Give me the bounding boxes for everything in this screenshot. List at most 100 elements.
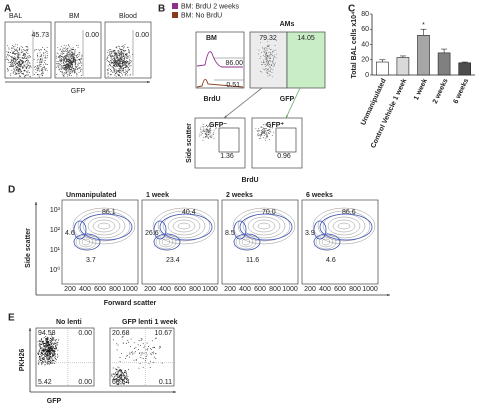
dot: [271, 127, 273, 129]
dot: [38, 48, 40, 50]
dot: [117, 371, 119, 373]
dot: [122, 64, 124, 66]
dot: [270, 68, 272, 70]
dot: [38, 69, 40, 71]
dot: [58, 66, 59, 68]
dot: [41, 338, 43, 340]
dot: [45, 352, 47, 354]
dot: [39, 59, 41, 61]
x-tick-label: 200: [64, 286, 76, 293]
y-tick-label: 20: [361, 57, 369, 64]
dot: [126, 55, 128, 57]
dot: [68, 57, 70, 59]
dot: [49, 342, 51, 344]
dot: [78, 52, 80, 54]
quadrant-value: 0.11: [159, 379, 172, 386]
dot: [63, 60, 65, 62]
dot: [21, 64, 23, 65]
dot: [120, 352, 122, 354]
dot: [125, 355, 127, 357]
x-tick-label: 1000: [362, 286, 378, 293]
contour: [87, 216, 121, 236]
dot: [265, 47, 267, 49]
dot: [47, 354, 49, 356]
dot: [71, 69, 72, 71]
dot: [43, 337, 45, 338]
dot: [202, 133, 203, 134]
dot: [38, 76, 40, 78]
dot: [18, 53, 20, 55]
dot: [44, 61, 45, 63]
quadrant-value: 5.42: [38, 379, 52, 386]
dot: [49, 353, 51, 355]
gate: [153, 220, 167, 240]
dot: [265, 68, 267, 70]
dot: [124, 59, 126, 60]
dot: [262, 59, 264, 61]
dot: [74, 71, 76, 73]
dot: [64, 64, 66, 66]
dot: [267, 45, 269, 47]
dot: [126, 71, 128, 73]
dot: [266, 135, 268, 137]
dot: [126, 374, 128, 376]
dot: [117, 73, 118, 75]
dot: [263, 129, 265, 131]
dot: [131, 53, 133, 55]
dot: [26, 55, 28, 57]
dot: [44, 347, 46, 349]
contour: [321, 238, 331, 246]
dot: [124, 378, 126, 380]
dot: [25, 59, 27, 61]
dot: [20, 65, 22, 67]
dot: [54, 342, 56, 344]
gate: [73, 220, 87, 240]
dot: [111, 59, 113, 61]
dot: [48, 348, 50, 350]
dot: [54, 362, 56, 364]
dot: [124, 50, 126, 51]
dot: [58, 63, 60, 65]
dot: [114, 74, 116, 76]
dot: [12, 62, 13, 64]
dot: [118, 51, 120, 53]
dot: [145, 352, 147, 354]
dot: [131, 351, 132, 353]
dot: [119, 65, 121, 67]
dot: [22, 67, 24, 69]
dot: [113, 49, 114, 51]
dot: [107, 65, 109, 67]
dot: [117, 60, 119, 61]
dot: [8, 47, 10, 49]
dot: [71, 61, 73, 63]
dot: [67, 47, 69, 49]
dot: [109, 64, 110, 66]
dot: [123, 60, 125, 62]
dot: [127, 46, 129, 48]
dot: [128, 369, 129, 370]
dot: [24, 54, 26, 56]
dot: [57, 56, 59, 58]
dot: [122, 371, 124, 373]
dot: [260, 138, 262, 139]
dot: [38, 361, 40, 363]
dot: [107, 73, 109, 75]
dot: [124, 376, 125, 378]
dot: [63, 65, 65, 67]
dot: [125, 66, 126, 68]
dot: [62, 72, 64, 74]
dot: [10, 65, 12, 67]
dot: [10, 73, 12, 75]
dot: [106, 68, 108, 70]
dot: [123, 64, 125, 66]
dot: [51, 348, 53, 350]
dot: [117, 49, 119, 51]
dot: [64, 55, 66, 57]
gate: [153, 233, 181, 251]
dot: [45, 338, 46, 340]
dot: [62, 56, 64, 58]
dot: [44, 350, 46, 352]
dot: [126, 72, 128, 73]
dot: [127, 375, 129, 377]
dot: [69, 72, 71, 74]
